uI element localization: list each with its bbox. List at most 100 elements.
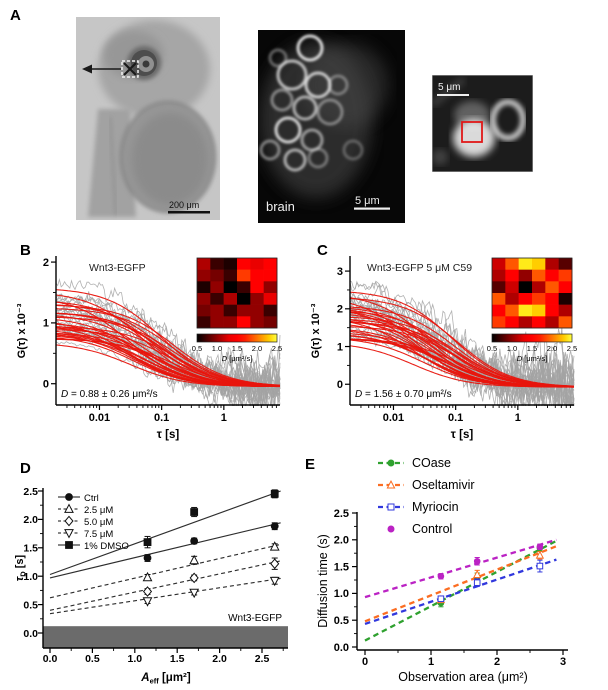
fcs-plot-wnt3: 0.01 0.1 1 0 1 2 0.5 1.0 1.5 2.0 2.5 Wnt3-EGFP τ [… [16, 256, 282, 441]
cell-ring [307, 147, 329, 169]
y-tick-label: 2.5 [23, 486, 38, 498]
data-point-marker [64, 515, 74, 527]
heatmap-cell [545, 281, 559, 294]
heatmap-cell [505, 316, 519, 329]
heatmap-cell [492, 258, 506, 270]
zero-exclusion-band [43, 626, 288, 648]
x-tick-label: 2.5 [255, 653, 270, 665]
y-axis-label: Diffusion time (s) [316, 534, 330, 628]
heatmap-cell [210, 316, 224, 329]
y-tick-label: 0.0 [23, 628, 38, 640]
data-point-marker [189, 554, 200, 565]
heatmap-cell [505, 293, 519, 305]
heatmap-cell [250, 293, 264, 305]
y-tick-label: 0 [43, 379, 49, 391]
data-point-marker [142, 597, 153, 607]
panel-label-c: C [317, 242, 328, 259]
cell-ring [259, 139, 281, 161]
heatmap-cell [558, 304, 573, 317]
measurement-roi-box [121, 60, 139, 78]
heatmap-cell [223, 293, 238, 305]
heatmap-cell [210, 269, 224, 282]
embryo-scale-bar [168, 211, 210, 214]
colorbar-label-units: [μm²/s] [227, 354, 252, 363]
heatmap-cell [518, 281, 533, 294]
y-tick-label: 2 [337, 304, 343, 316]
zoom-fluorescence-image: 5 μm [432, 75, 533, 172]
x-axis-label: Aeff [μm²] [140, 672, 191, 686]
heatmap-cell [210, 281, 224, 294]
data-point-marker [387, 525, 395, 533]
cell-ring [327, 74, 349, 96]
fit-line [364, 538, 557, 599]
cell-ring [268, 48, 288, 68]
heatmap-cell [223, 316, 238, 329]
embryo-notochord [109, 116, 117, 216]
fit-line [364, 545, 557, 623]
heatmap-cell [518, 293, 533, 305]
yolk-sac-inner [132, 113, 208, 205]
cell-ring [342, 139, 364, 161]
x-tick-label: 2 [494, 656, 500, 668]
legend-label: Control [412, 522, 452, 536]
heatmap-cell [505, 269, 519, 282]
colorbar-tick-label: 2.5 [567, 344, 577, 353]
heatmap-cell [263, 316, 278, 329]
annotation-variable: D [355, 389, 362, 400]
heatmap-cell [505, 304, 519, 317]
cell-ring [292, 95, 318, 121]
fit-line [49, 490, 281, 576]
colorbar-tick-label: 2.5 [272, 344, 282, 353]
x-tick-label: 0.1 [448, 412, 463, 424]
cell-ring [283, 148, 307, 172]
heatmap-cell [558, 281, 573, 294]
heatmap-border [196, 257, 278, 329]
data-point-marker [190, 537, 199, 545]
fit-line [49, 522, 281, 579]
fit-curve [56, 304, 281, 387]
y-tick-label: 0 [337, 379, 343, 391]
legend-label: 7.5 μM [84, 529, 113, 540]
x-tick-label: 0.01 [89, 412, 110, 424]
heatmap-cell [197, 304, 211, 317]
tissue-streak [432, 77, 466, 107]
data-point-marker [386, 480, 396, 489]
brain-scale-bar [354, 207, 390, 210]
heatmap-cell [210, 258, 224, 270]
x-tick-label: 1 [428, 656, 434, 668]
y-tick-label: 2 [43, 257, 49, 269]
x-tick-label: 1.5 [170, 653, 185, 665]
data-point-marker [269, 541, 280, 551]
dim-blob [432, 149, 448, 165]
data-point-marker [143, 538, 152, 547]
y-tick-label: 1 [43, 318, 49, 330]
heatmap-cell [223, 269, 238, 282]
heatmap-cell [532, 316, 546, 329]
heatmap-cell [263, 258, 278, 270]
colorbar-tick-label: 0.5 [192, 344, 202, 353]
zoom-scale-bar [437, 94, 469, 96]
legend-label: 2.5 μM [84, 505, 113, 516]
heatmap-cell [210, 304, 224, 317]
annotation-variable: D [61, 389, 68, 400]
data-point-marker [143, 554, 152, 562]
fit-line [364, 558, 557, 626]
legend-label: Oseltamivir [412, 478, 475, 492]
colorbar-tick-label: 1.5 [232, 344, 242, 353]
heatmap-cell [237, 293, 251, 305]
colorbar-label: D [μm²/s] [222, 354, 253, 363]
x-axis-label: Observation area (μm²) [398, 670, 527, 684]
fit-curve [350, 306, 575, 387]
heatmap-cell [532, 269, 546, 282]
data-point-marker [387, 503, 395, 511]
heatmap-cell [532, 293, 546, 305]
diffusion-law-plot: 0.0 0.5 1.0 1.5 2.0 2.5 0.0 0.5 1.0 1.5 2.0 2.5 Ctrl… [14, 486, 288, 686]
diffusion-annotation: D = 0.88 ± 0.26 μm²/s [61, 389, 158, 400]
pointer-arrow-head [82, 64, 92, 74]
heatmap-cell [237, 316, 251, 329]
data-point-marker [142, 586, 153, 597]
cell-ring [316, 98, 344, 126]
fcs-plot-wnt3-c59: 0.01 0.1 1 0 1 2 3 0.5 1.0 1.5 2.0 2.5 Wnt3-EGFP 5 … [310, 256, 577, 441]
heatmap-cell [532, 304, 546, 317]
colorbar-tick-label: 0.5 [487, 344, 497, 353]
